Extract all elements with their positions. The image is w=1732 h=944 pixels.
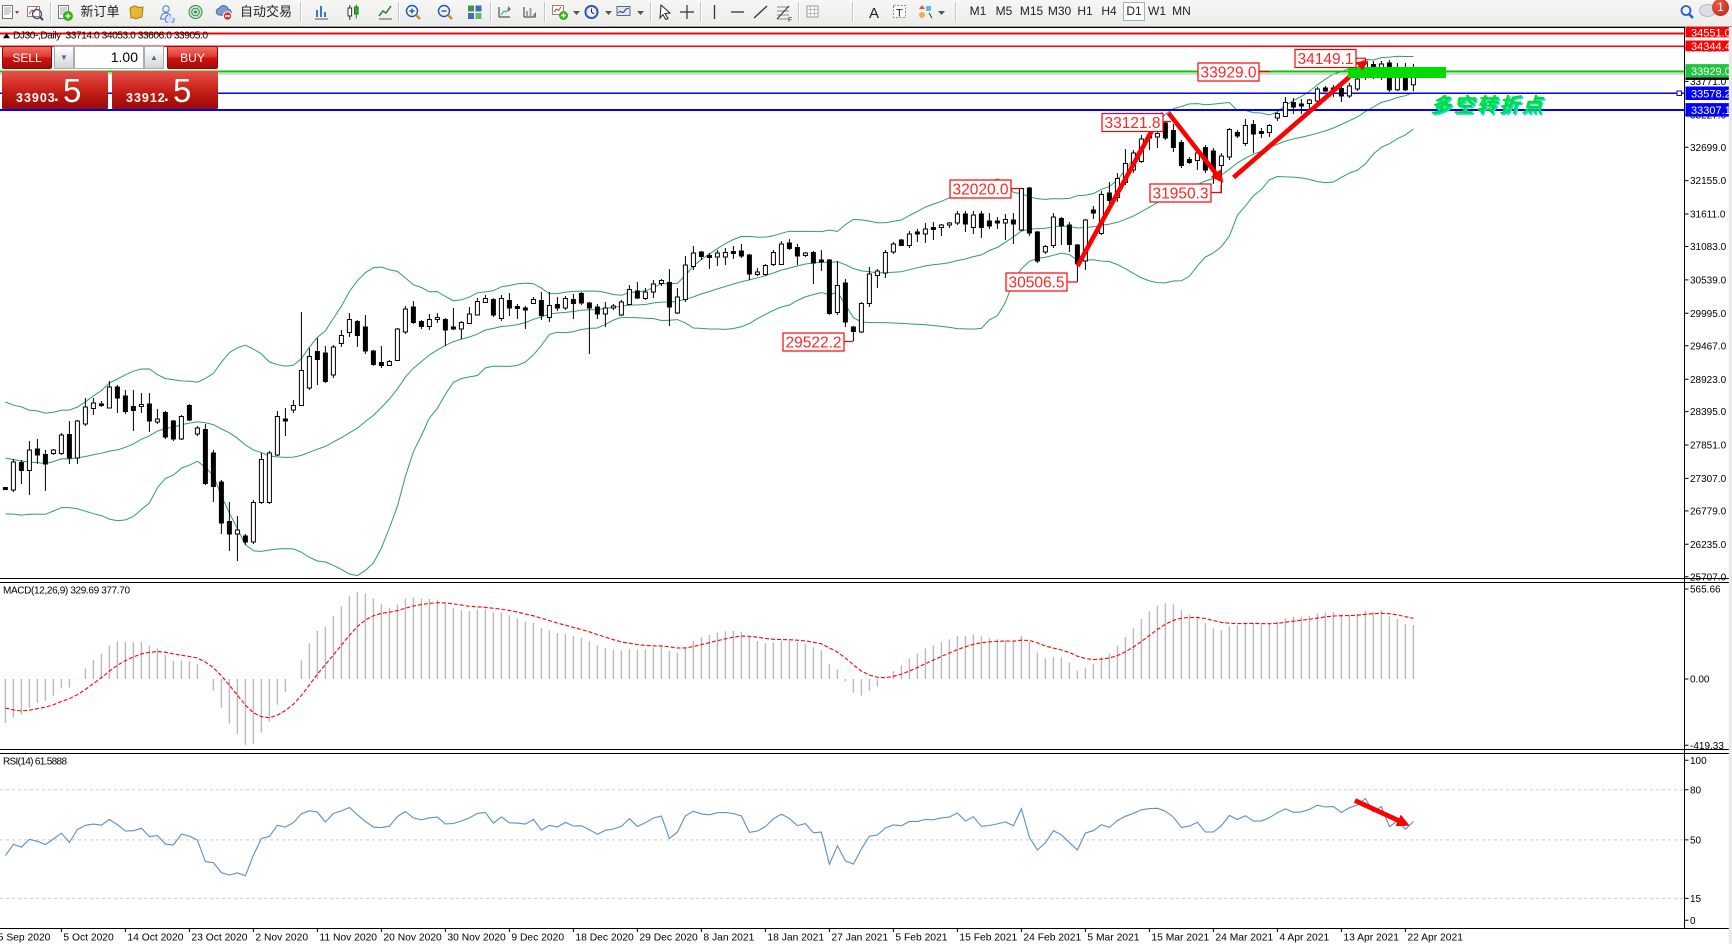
svg-text:27307.0: 27307.0: [1690, 474, 1727, 485]
svg-text:15: 15: [1690, 894, 1702, 905]
svg-text:8 Jan 2021: 8 Jan 2021: [703, 933, 754, 944]
svg-text:15 Mar 2021: 15 Mar 2021: [1151, 933, 1209, 944]
svg-text:20 Nov 2020: 20 Nov 2020: [383, 933, 442, 944]
svg-text:0.00: 0.00: [1690, 675, 1710, 686]
svg-text:23 Oct 2020: 23 Oct 2020: [191, 933, 247, 944]
svg-text:33121.8: 33121.8: [1104, 115, 1160, 132]
svg-text:30539.0: 30539.0: [1690, 276, 1727, 287]
svg-text:29995.0: 29995.0: [1690, 309, 1727, 320]
svg-text:4 Apr 2021: 4 Apr 2021: [1279, 933, 1329, 944]
svg-text:33929.0: 33929.0: [1691, 66, 1731, 78]
svg-text:33929.0: 33929.0: [1200, 65, 1256, 82]
svg-text:31950.3: 31950.3: [1152, 186, 1208, 203]
svg-text:多空转折点: 多空转折点: [1433, 96, 1547, 119]
svg-text:24 Feb 2021: 24 Feb 2021: [1023, 933, 1081, 944]
svg-text:27 Jan 2021: 27 Jan 2021: [831, 933, 888, 944]
svg-text:29 Dec 2020: 29 Dec 2020: [639, 933, 698, 944]
svg-text:DJ30-,Daily 33714.0 34053.0 3: DJ30-,Daily 33714.0 34053.0 33606.0 3390…: [13, 31, 208, 42]
svg-text:5 Mar 2021: 5 Mar 2021: [1087, 933, 1139, 944]
svg-text:50: 50: [1690, 836, 1702, 847]
svg-text:34149.1: 34149.1: [1297, 51, 1353, 68]
svg-text:31611.0: 31611.0: [1690, 210, 1726, 221]
svg-text:565.66: 565.66: [1690, 585, 1721, 596]
svg-text:-419.33: -419.33: [1690, 741, 1724, 752]
svg-text:F: F: [788, 17, 792, 23]
svg-text:11 Nov 2020: 11 Nov 2020: [319, 933, 377, 944]
svg-text:24 Mar 2021: 24 Mar 2021: [1215, 933, 1273, 944]
svg-text:32699.0: 32699.0: [1690, 143, 1727, 154]
svg-text:27851.0: 27851.0: [1690, 441, 1727, 452]
svg-text:34344.4: 34344.4: [1691, 41, 1731, 53]
svg-text:28395.0: 28395.0: [1690, 407, 1727, 418]
svg-text:25707.0: 25707.0: [1690, 572, 1727, 583]
svg-text:A: A: [869, 5, 879, 22]
svg-text:13 Apr 2021: 13 Apr 2021: [1343, 933, 1399, 944]
svg-text:30506.5: 30506.5: [1008, 275, 1064, 292]
svg-text:5 Oct 2020: 5 Oct 2020: [63, 933, 114, 944]
svg-text:MACD(12,26,9) 329.69 377.70: MACD(12,26,9) 329.69 377.70: [3, 586, 130, 597]
svg-text:RSI(14) 61.5888: RSI(14) 61.5888: [3, 757, 67, 768]
svg-text:2 Nov 2020: 2 Nov 2020: [255, 933, 308, 944]
svg-text:34551.0: 34551.0: [1691, 27, 1731, 39]
svg-text:100: 100: [1690, 756, 1707, 767]
svg-text:32020.0: 32020.0: [952, 182, 1008, 199]
svg-text:15 Feb 2021: 15 Feb 2021: [959, 933, 1017, 944]
svg-text:29522.2: 29522.2: [785, 335, 841, 352]
svg-text:80: 80: [1690, 785, 1702, 796]
svg-text:26779.0: 26779.0: [1690, 507, 1727, 518]
svg-text:18 Dec 2020: 18 Dec 2020: [575, 933, 634, 944]
svg-text:33307.1: 33307.1: [1691, 105, 1731, 117]
svg-text:26235.0: 26235.0: [1690, 540, 1727, 551]
svg-text:T: T: [896, 8, 903, 20]
svg-text:22 Apr 2021: 22 Apr 2021: [1407, 933, 1463, 944]
svg-text:32155.0: 32155.0: [1690, 176, 1727, 187]
svg-text:5 Feb 2021: 5 Feb 2021: [895, 933, 947, 944]
svg-text:29467.0: 29467.0: [1690, 341, 1727, 352]
svg-text:25 Sep 2020: 25 Sep 2020: [0, 933, 51, 944]
svg-text:0: 0: [1690, 916, 1696, 927]
svg-text:14 Oct 2020: 14 Oct 2020: [127, 933, 183, 944]
svg-text:9 Dec 2020: 9 Dec 2020: [511, 933, 564, 944]
svg-text:18 Jan 2021: 18 Jan 2021: [767, 933, 824, 944]
svg-text:28923.0: 28923.0: [1690, 375, 1727, 386]
svg-text:31083.0: 31083.0: [1690, 242, 1727, 253]
svg-text:33771.0: 33771.0: [1690, 77, 1727, 88]
svg-text:多空转折点: 多空转折点: [1431, 94, 1545, 117]
svg-text:33578.2: 33578.2: [1691, 88, 1731, 100]
svg-text:30 Nov 2020: 30 Nov 2020: [447, 933, 506, 944]
